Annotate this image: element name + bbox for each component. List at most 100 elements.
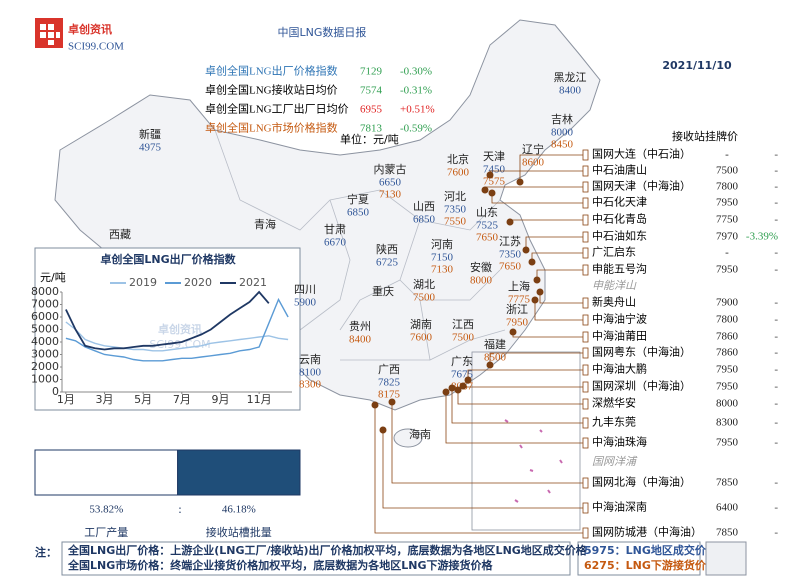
connector [374,405,584,534]
market-price: 8400 [349,334,372,346]
terminal-price: 7860 [716,331,739,343]
connector [457,390,584,405]
terminal-box [582,197,589,209]
province-name: 辽宁 [522,142,544,156]
province-name: 北京 [447,152,469,166]
province-name: 广西 [378,363,400,376]
terminal-box [582,181,589,193]
terminal-name: 中海油宁波 [592,312,647,326]
province-name: 西藏 [109,228,131,241]
terminal-name: 深燃华安 [592,396,636,410]
terminal-price: 7950 [716,197,739,209]
province-name: 上海 [508,279,530,293]
connector [489,352,584,365]
terminal-box [582,165,589,177]
province-name: 黑龙江 [554,71,587,84]
province-name: 天津 [483,150,505,163]
province-name: 山西 [413,200,435,213]
x-tick-label: 11月 [247,393,272,406]
connector [445,392,584,444]
factory-price: 7150 [431,252,454,264]
terminal-price: 7850 [716,527,739,539]
terminal-dot [531,296,539,304]
terminal-name-muted: 申能洋山 [592,279,637,292]
terminal-dot [506,218,514,226]
terminal-box [582,149,589,161]
terminal-dot [454,386,462,394]
terminal-change: - [774,297,778,309]
terminal-box [582,381,589,393]
share-separator: : [178,503,182,516]
y-tick-label: 6000 [31,310,59,323]
terminal-change: - [774,364,778,376]
terminal-box [582,347,589,359]
connector [534,300,584,321]
terminal-price: 7800 [716,314,739,326]
terminal-price: 7750 [716,214,739,226]
market-price: 7775 [508,294,531,306]
province-name: 湖北 [413,278,435,291]
terminal-price: - [725,149,729,161]
y-tick-label: 3000 [31,348,59,361]
notes-frame [61,541,571,576]
terminal-box [582,398,589,410]
province-name: 浙江 [506,303,528,316]
mini-map [705,541,747,576]
province-borders [214,129,506,361]
market-price: 8600 [522,157,545,169]
share-bar [177,449,301,496]
province-name: 云南 [299,353,321,366]
terminal-dot [464,376,472,384]
index-value: 6955 [360,104,383,116]
terminal-box [582,331,589,343]
terminal-dot [486,171,494,179]
y-tick-label: 1000 [31,373,59,386]
terminal-name: 国网大连（中石油） [592,147,691,161]
terminal-box [582,417,589,429]
province-name: 江西 [452,318,474,331]
share-bar [34,449,179,496]
market-price: 7650 [476,232,499,244]
brand-url: SCI99.COM [68,41,124,53]
province-name: 江苏 [499,235,521,248]
date: 2021/11/10 [662,59,732,72]
terminal-change: - [774,477,778,489]
terminal-name: 中石油唐山 [592,163,647,177]
market-price: 8175 [378,389,401,401]
factory-price: 6670 [324,237,347,249]
terminal-name: 中石化天津 [592,195,647,209]
index-value: 7129 [360,66,383,78]
terminal-dot [481,186,489,194]
terminal-change: - [774,264,778,276]
terminals-header: 接收站挂牌价 [672,129,738,143]
terminal-price: 7950 [716,437,739,449]
market-price: 7600 [447,167,470,179]
province-name: 河南 [431,238,453,251]
terminal-change: - [774,214,778,226]
index-value: 7813 [360,123,383,135]
province-name: 安徽 [470,260,492,274]
terminal-price: 7950 [716,264,739,276]
market-price: 7550 [444,216,467,228]
terminal-dot [379,426,387,434]
y-tick-label: 8000 [31,285,59,298]
province-name: 福建 [484,337,506,351]
x-tick-label: 1月 [57,393,75,406]
market-price: 8450 [551,139,574,151]
terminal-change: - [774,165,778,177]
sea-inset [471,351,581,531]
share-caption: 工厂产量 [84,525,128,539]
terminal-dot [448,384,456,392]
terminal-box [582,297,589,309]
index-name: 卓创全国LNG市场价格指数 [205,121,338,135]
terminal-price: 7970 [716,231,739,243]
terminal-dot [528,258,536,266]
watermark: 卓创资讯 [158,322,202,336]
connector [519,154,584,182]
terminal-dot [442,388,450,396]
share-label: 46.18% [222,504,256,516]
notes-marker: 注： [35,545,57,559]
province-name: 海南 [409,427,431,441]
terminal-box [582,477,589,489]
